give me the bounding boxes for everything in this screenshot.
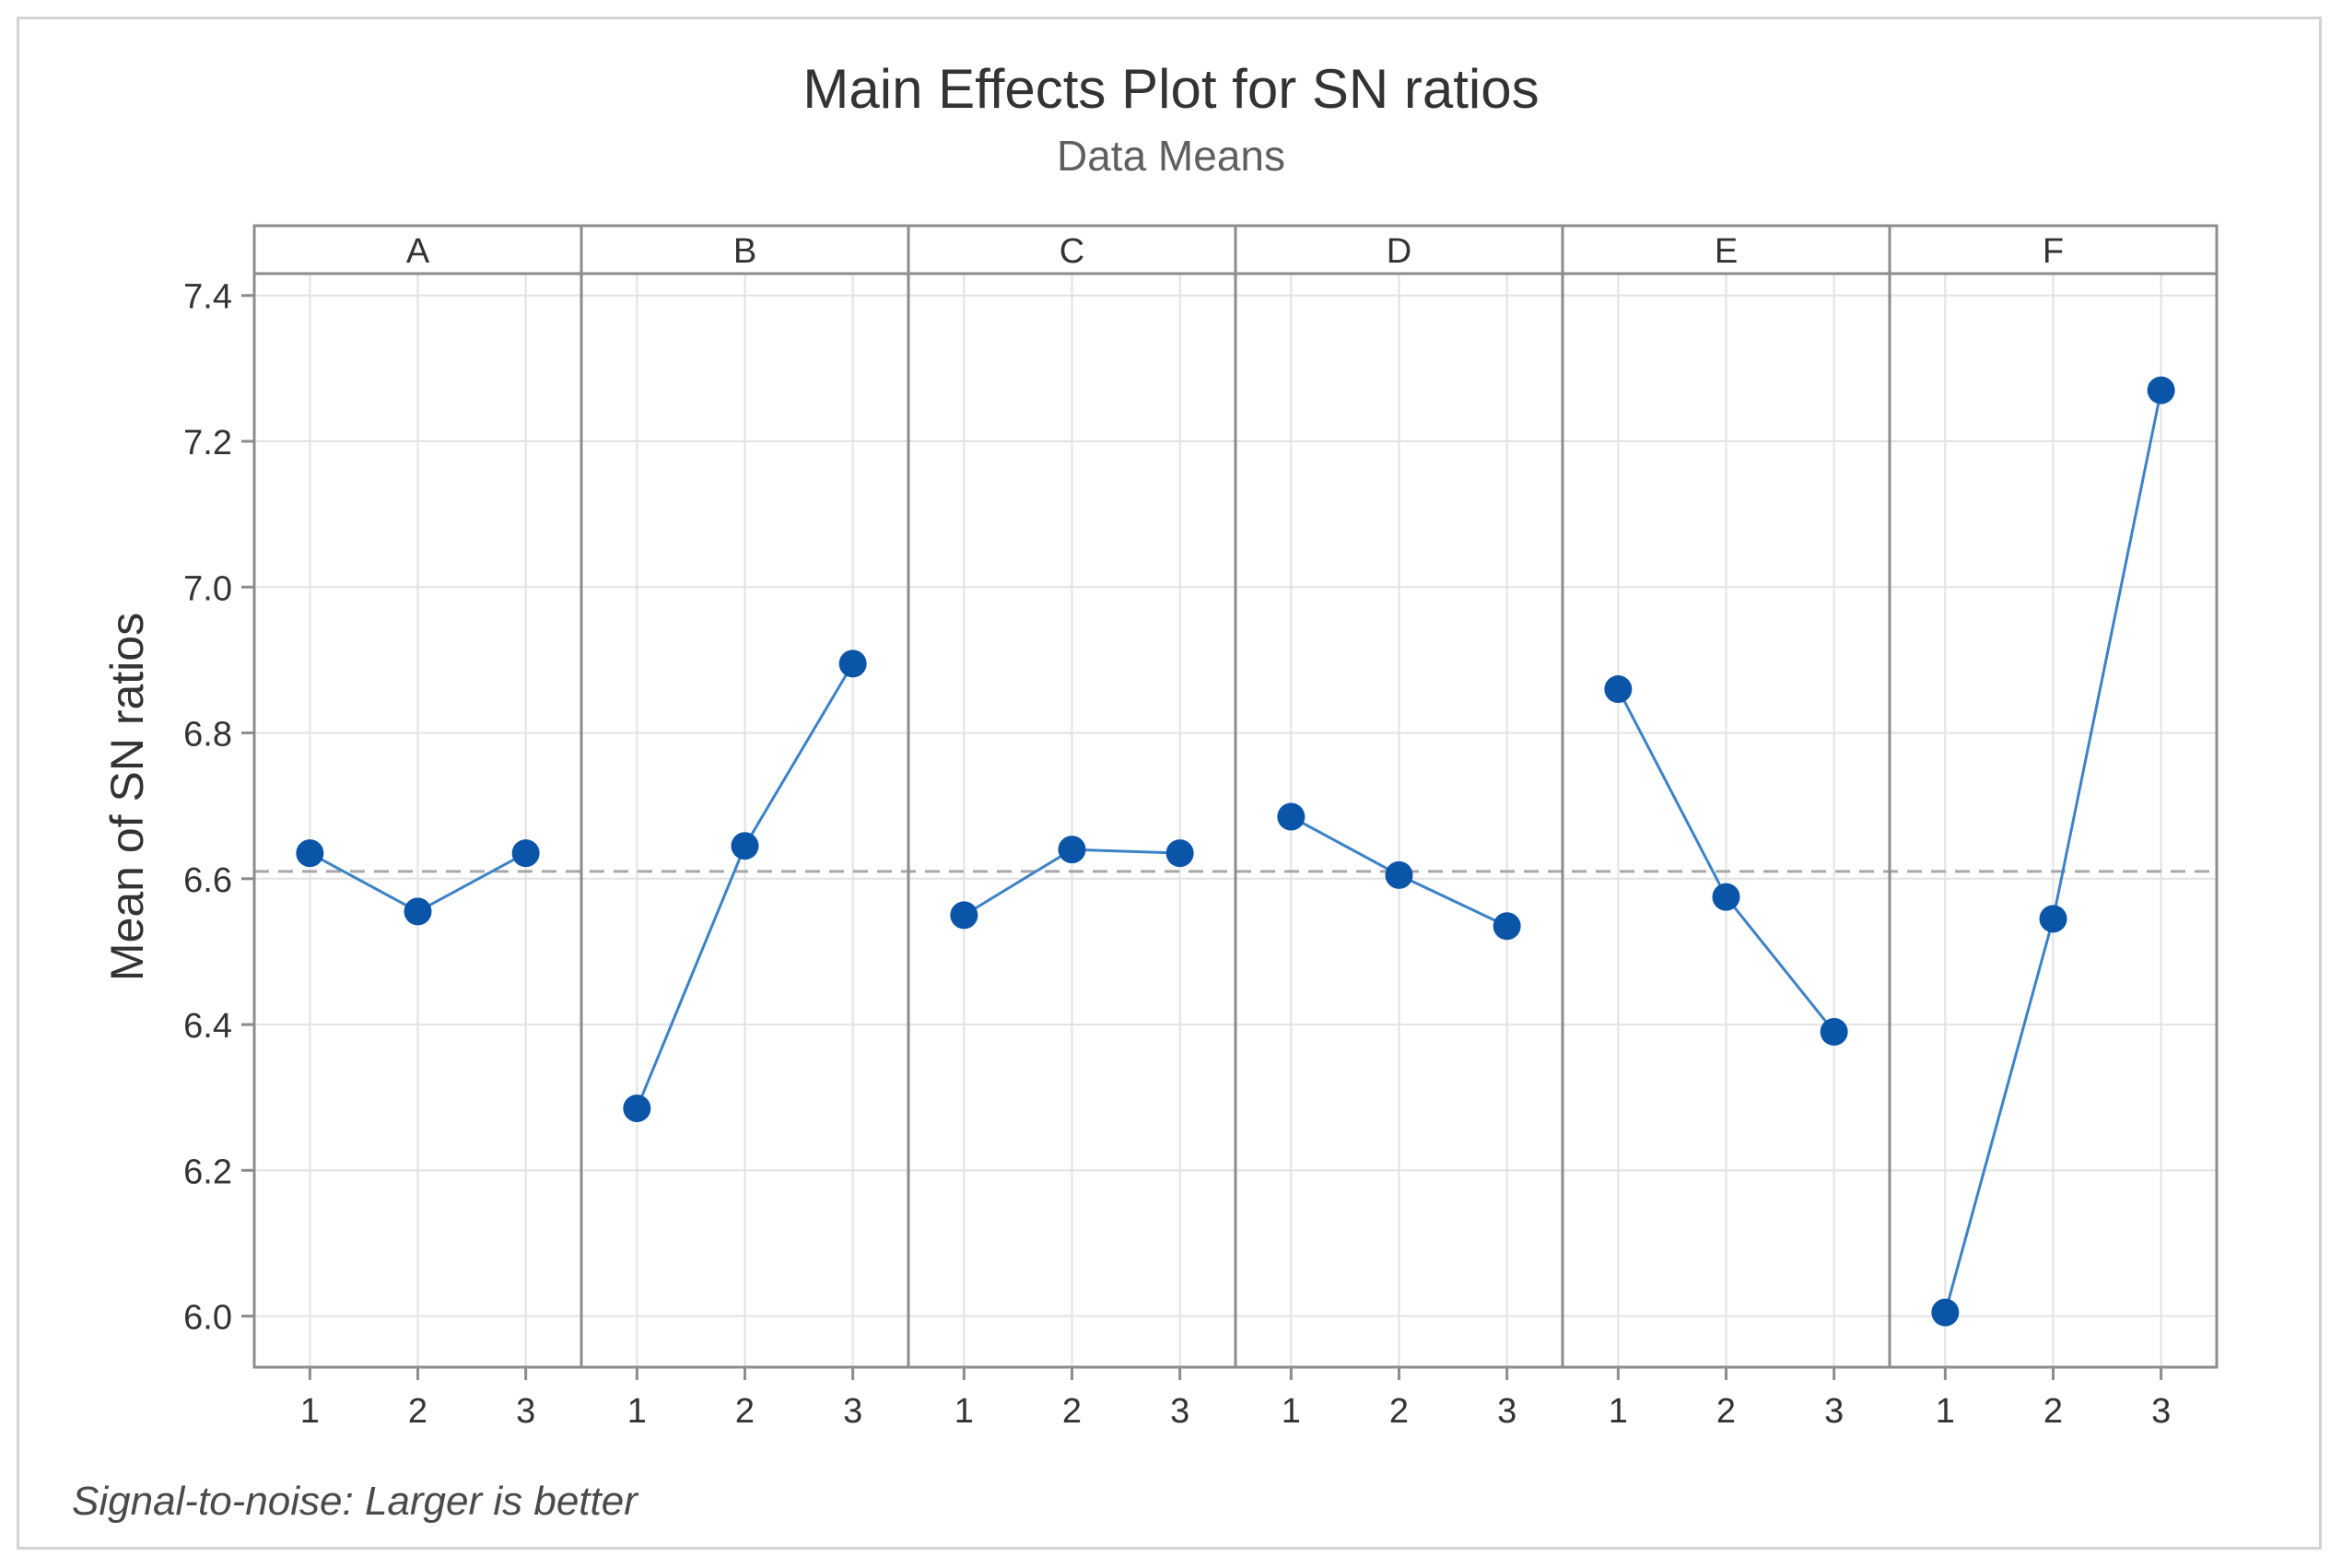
- x-tick-label: 3: [1170, 1392, 1189, 1431]
- data-point-c-3: [1165, 839, 1194, 868]
- panel-header-c: C: [1060, 232, 1084, 271]
- data-point-b-2: [731, 832, 759, 860]
- x-tick-label: 1: [300, 1392, 320, 1431]
- panel-header-b: B: [733, 232, 756, 271]
- data-point-d-3: [1493, 912, 1521, 941]
- data-point-a-1: [296, 839, 324, 868]
- panel-header-e: E: [1715, 232, 1738, 271]
- panel-header-a: A: [406, 232, 430, 271]
- x-tick-label: 3: [516, 1392, 535, 1431]
- x-tick-label: 1: [1609, 1392, 1628, 1431]
- x-tick-label: 3: [2151, 1392, 2171, 1431]
- data-point-d-1: [1277, 802, 1306, 831]
- data-point-c-2: [1058, 836, 1086, 864]
- chart-title: Main Effects Plot for SN ratios: [802, 58, 1540, 120]
- x-tick-label: 3: [1824, 1392, 1844, 1431]
- data-point-e-1: [1604, 675, 1633, 704]
- data-point-d-2: [1385, 860, 1413, 889]
- y-tick-label: 6.2: [183, 1153, 232, 1191]
- data-point-a-3: [511, 839, 540, 868]
- x-tick-label: 1: [1282, 1392, 1301, 1431]
- y-tick-label: 6.0: [183, 1299, 232, 1338]
- data-point-a-2: [404, 897, 432, 926]
- x-tick-label: 1: [954, 1392, 974, 1431]
- x-tick-label: 2: [735, 1392, 755, 1431]
- x-tick-label: 3: [843, 1392, 862, 1431]
- data-point-b-1: [623, 1094, 651, 1123]
- data-point-e-2: [1712, 883, 1740, 911]
- y-tick-label: 6.4: [183, 1007, 232, 1046]
- y-tick-label: 7.4: [183, 278, 232, 317]
- x-tick-label: 1: [1936, 1392, 1955, 1431]
- figure-frame: [17, 17, 2322, 1550]
- y-tick-label: 7.2: [183, 424, 232, 462]
- panel-header-d: D: [1387, 232, 1411, 271]
- x-tick-label: 2: [1716, 1392, 1736, 1431]
- x-tick-label: 2: [1062, 1392, 1082, 1431]
- x-tick-label: 3: [1497, 1392, 1516, 1431]
- y-tick-label: 7.0: [183, 569, 232, 608]
- y-tick-label: 6.8: [183, 716, 232, 755]
- data-point-f-1: [1931, 1298, 1960, 1327]
- data-point-c-1: [950, 901, 978, 930]
- footnote: Signal-to-noise: Larger is better: [72, 1479, 638, 1524]
- data-point-e-3: [1820, 1017, 1848, 1046]
- x-tick-label: 2: [2043, 1392, 2063, 1431]
- x-tick-label: 2: [408, 1392, 427, 1431]
- y-tick-label: 6.6: [183, 861, 232, 900]
- data-point-f-2: [2039, 905, 2067, 933]
- chart-subtitle: Data Means: [1056, 132, 1285, 180]
- x-tick-label: 1: [627, 1392, 647, 1431]
- data-point-b-3: [838, 649, 867, 678]
- x-tick-label: 2: [1389, 1392, 1409, 1431]
- panel-header-f: F: [2043, 232, 2064, 271]
- data-point-f-3: [2147, 376, 2175, 404]
